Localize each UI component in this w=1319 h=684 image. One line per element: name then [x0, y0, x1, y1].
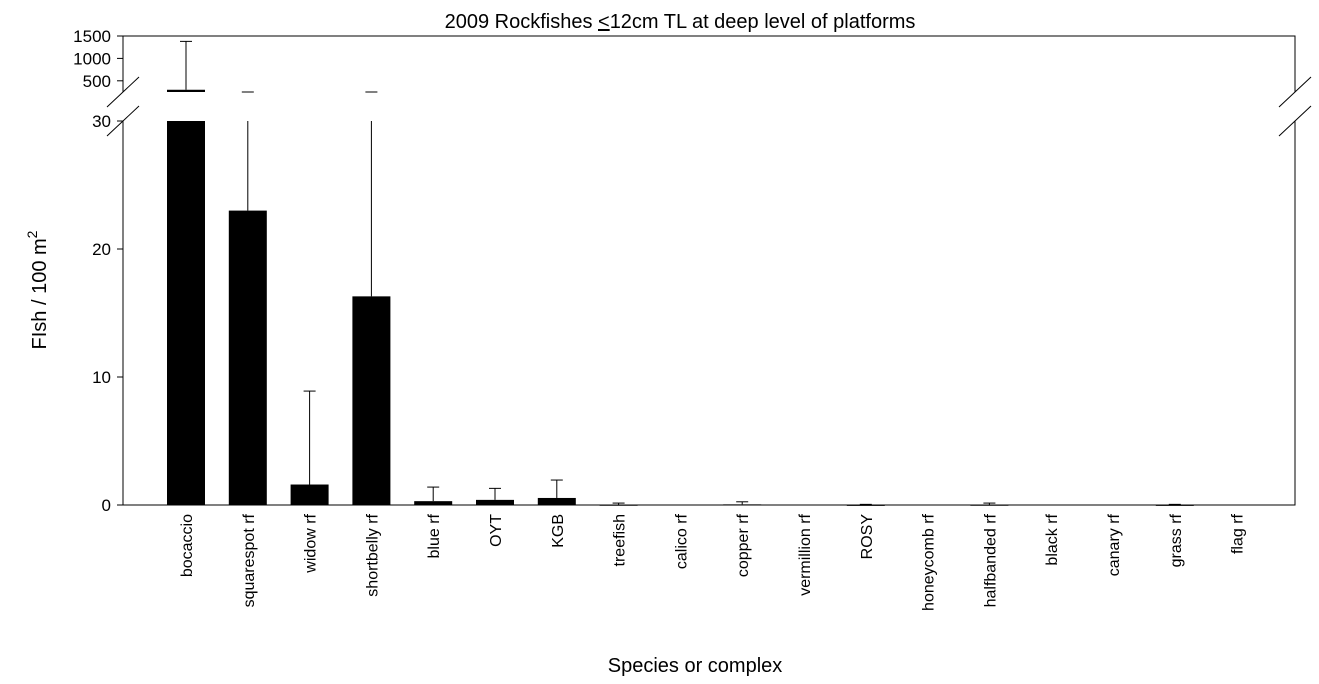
x-tick-label: squarespot rf	[241, 513, 258, 607]
y-tick-label-upper: 1000	[73, 49, 111, 68]
bar	[599, 504, 638, 506]
bar	[290, 484, 329, 505]
bar	[414, 501, 453, 505]
chart-title: 2009 Rockfishes <12cm TL at deep level o…	[445, 11, 916, 33]
x-tick-label: flag rf	[1230, 513, 1247, 554]
x-tick-label: halfbanded rf	[982, 513, 999, 607]
y-axis-label: FIsh / 100 m2	[24, 230, 51, 349]
y-tick-label: 10	[92, 368, 111, 387]
x-tick-label: shortbelly rf	[364, 513, 381, 596]
axis-break-mark-right-upper	[1278, 76, 1312, 108]
bar	[537, 497, 576, 505]
axis-break-mark-right-lower	[1278, 105, 1312, 137]
y-tick-label: 20	[92, 240, 111, 259]
x-tick-label: OYT	[488, 514, 505, 547]
axis-break-mark-left-upper	[106, 76, 140, 108]
errors-layer	[180, 40, 1181, 505]
x-tick-label: black rf	[1044, 513, 1061, 565]
x-tick-label: calico rf	[673, 513, 690, 569]
x-tick-label: bocaccio	[179, 514, 196, 577]
y-tick-label: 30	[92, 112, 111, 131]
bars-layer	[167, 89, 1194, 506]
x-axis-label: Species or complex	[608, 655, 783, 677]
bar	[167, 121, 205, 505]
ticks-layer: 0 10 20 30 500 1000 1500	[73, 27, 123, 515]
bar	[476, 499, 514, 505]
x-tick-label: ROSY	[859, 514, 876, 560]
bar	[723, 504, 762, 506]
x-tick-label: widow rf	[303, 513, 320, 573]
x-tick-label: vermillion rf	[797, 513, 814, 595]
bar	[970, 504, 1009, 506]
x-tick-label: honeycomb rf	[921, 513, 938, 610]
x-tick-label: KGB	[550, 514, 567, 548]
bar	[352, 296, 391, 505]
x-tick-label: grass rf	[1168, 513, 1185, 567]
y-tick-label: 0	[102, 496, 111, 515]
bar	[228, 210, 267, 505]
bar	[846, 504, 885, 506]
lower-panel-frame	[122, 121, 1296, 506]
upper-panel-frame	[122, 35, 1296, 92]
x-tick-label: blue rf	[426, 513, 443, 558]
x-tick-label: canary rf	[1106, 513, 1123, 576]
x-tick-label: copper rf	[735, 513, 752, 577]
bar-upper-segment	[167, 89, 205, 92]
x-tick-labels: bocaccio squarespot rf widow rf shortbelly …	[179, 513, 1247, 610]
x-tick-label: treefish	[612, 514, 629, 566]
y-tick-label-upper: 500	[83, 72, 111, 91]
y-tick-label-upper: 1500	[73, 27, 111, 46]
bar	[1155, 504, 1194, 506]
